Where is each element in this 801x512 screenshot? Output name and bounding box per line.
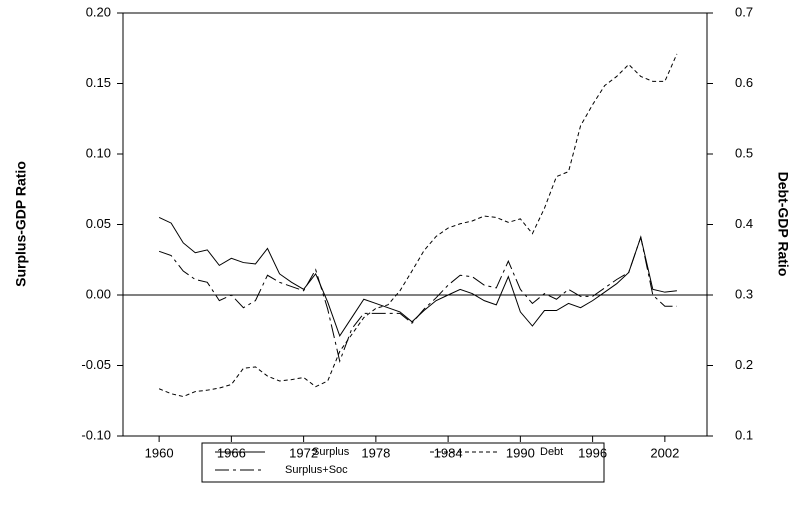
y2-tick-label: 0.5 [735,145,753,160]
y2-tick-label: 0.4 [735,216,753,231]
x-tick-label: 1978 [361,445,390,460]
y-tick-label: 0.10 [86,145,111,160]
series-line [158,216,677,338]
y-tick-label: 0.15 [86,75,111,90]
y2-tick-label: 0.7 [735,4,753,19]
legend-label: Debt [540,446,563,458]
y2-axis-title: Debt-GDP Ratio [775,172,791,277]
x-tick-label: 1990 [506,445,535,460]
y-tick-label: -0.10 [81,427,111,442]
y-axis-title: Surplus-GDP Ratio [13,161,29,287]
x-tick-label: 1972 [289,445,318,460]
legend-label: Surplus+Soc [285,464,348,476]
y-tick-label: 0.20 [86,4,111,19]
plot-frame [122,12,708,437]
y2-tick-label: 0.3 [735,286,753,301]
series-line [158,53,678,398]
y2-tick-label: 0.2 [735,357,753,372]
x-tick-label: 1960 [145,445,174,460]
x-tick-label: 1984 [434,445,463,460]
legend-box [201,442,605,483]
y2-tick-label: 0.6 [735,75,753,90]
y-tick-label: 0.00 [86,286,111,301]
x-tick-label: 1996 [578,445,607,460]
y-tick-label: 0.05 [86,216,111,231]
legend-label: Surplus [312,446,350,458]
series-line [158,235,677,364]
x-tick-label: 1966 [217,445,246,460]
x-tick-label: 2002 [650,445,679,460]
y2-tick-label: 0.1 [735,427,753,442]
y-tick-label: -0.05 [81,357,111,372]
